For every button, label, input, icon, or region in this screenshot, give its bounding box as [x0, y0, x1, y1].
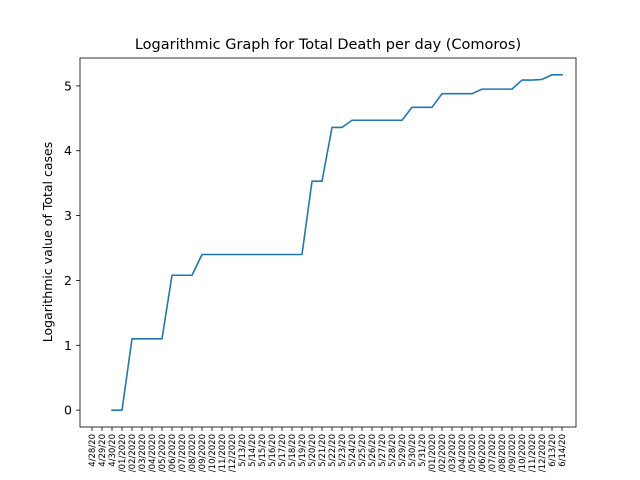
- x-tick-label-14: /12/2020: [228, 434, 238, 472]
- x-tick-label-39: /06/2020: [478, 434, 488, 472]
- x-tick-label-25: 5/23/20: [338, 434, 348, 467]
- y-axis-label: Logarithmic value of Total cases: [40, 142, 55, 342]
- x-tick-label-43: /10/2020: [518, 434, 528, 472]
- x-tick-label-6: /04/2020: [148, 434, 158, 472]
- x-tick-label-42: /09/2020: [508, 434, 518, 472]
- chart-title: Logarithmic Graph for Total Death per da…: [135, 37, 521, 53]
- y-tick-label-5: 5: [64, 78, 72, 93]
- axes-frame: [79, 57, 577, 428]
- x-tick-label-2: 4/30/20: [108, 434, 118, 467]
- y-tick-label-2: 2: [64, 273, 72, 288]
- x-tick-label-19: 5/17/20: [278, 434, 288, 467]
- x-tick-label-11: /09/2020: [198, 434, 208, 472]
- x-tick-label-18: 5/16/20: [268, 434, 278, 467]
- x-tick-label-27: 5/25/20: [358, 434, 368, 467]
- y-tick-label-4: 4: [64, 143, 72, 158]
- x-tick-label-20: 5/18/20: [288, 434, 298, 467]
- x-tick-label-0: 4/28/20: [88, 434, 98, 467]
- x-tick-label-3: /01/2020: [118, 434, 128, 472]
- x-tick-label-15: 5/13/20: [238, 434, 248, 467]
- x-tick-label-8: /06/2020: [168, 434, 178, 472]
- x-tick-label-4: /02/2020: [128, 434, 138, 472]
- x-tick-label-46: 6/13/20: [548, 434, 558, 467]
- x-tick-label-12: /10/2020: [208, 434, 218, 472]
- x-tick-label-1: 4/29/20: [98, 434, 108, 467]
- x-tick-label-38: /05/2020: [468, 434, 478, 472]
- x-tick-label-29: 5/27/20: [378, 434, 388, 467]
- x-tick-label-16: 5/14/20: [248, 434, 258, 467]
- x-tick-label-33: 5/31/20: [418, 434, 428, 467]
- x-tick-label-23: 5/21/20: [318, 434, 328, 467]
- x-tick-label-34: /01/2020: [428, 434, 438, 472]
- y-tick-label-3: 3: [64, 208, 72, 223]
- x-tick-label-24: 5/22/20: [328, 434, 338, 467]
- x-tick-label-35: /02/2020: [438, 434, 448, 472]
- x-tick-label-41: /08/2020: [498, 434, 508, 472]
- x-tick-label-47: 6/14/20: [558, 434, 568, 467]
- x-tick-label-32: 5/30/20: [408, 434, 418, 467]
- y-tick-label-0: 0: [64, 403, 72, 418]
- x-tick-label-7: /05/2020: [158, 434, 168, 472]
- plot-area: 0 1 2 3 4 5 4/28/20 4/29/20 4/30/20/01/2020/02/2…: [64, 57, 577, 472]
- x-tick-label-9: /07/2020: [178, 434, 188, 472]
- series-line-0: [111, 74, 563, 411]
- x-tick-label-22: 5/20/20: [308, 434, 318, 467]
- x-tick-label-26: 5/24/20: [348, 434, 358, 467]
- x-tick-label-36: /03/2020: [448, 434, 458, 472]
- x-tick-label-21: 5/19/20: [298, 434, 308, 467]
- x-tick-label-13: /11/2020: [218, 434, 228, 472]
- x-tick-label-40: /07/2020: [488, 434, 498, 472]
- x-tick-label-30: 5/28/20: [388, 434, 398, 467]
- x-tick-label-28: 5/26/20: [368, 434, 378, 467]
- y-tick-label-1: 1: [64, 338, 72, 353]
- x-tick-label-37: /04/2020: [458, 434, 468, 472]
- x-tick-label-44: /11/2020: [528, 434, 538, 472]
- x-tick-label-17: 5/15/20: [258, 434, 268, 467]
- x-tick-label-10: /08/2020: [188, 434, 198, 472]
- x-tick-label-31: 5/29/20: [398, 434, 408, 467]
- x-tick-label-5: /03/2020: [138, 434, 148, 472]
- x-tick-label-45: /12/2020: [538, 434, 548, 472]
